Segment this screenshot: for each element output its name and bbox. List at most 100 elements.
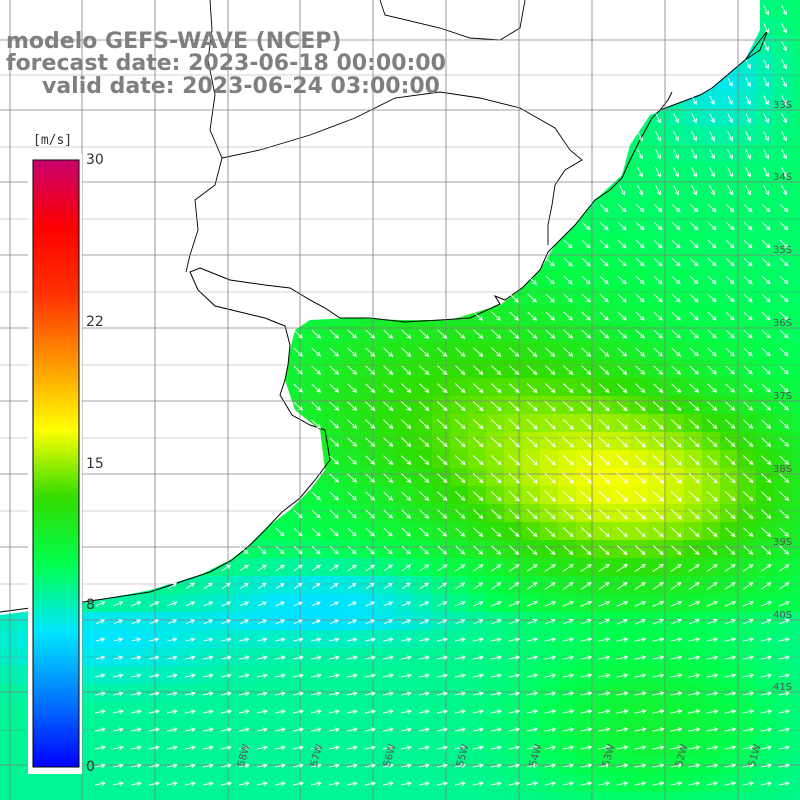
wind-arrow — [655, 113, 661, 124]
wind-arrow — [688, 600, 701, 607]
wind-arrow — [761, 257, 771, 267]
wind-arrow — [473, 582, 484, 590]
wind-arrow — [562, 673, 575, 678]
wind-arrow — [562, 454, 575, 466]
wind-arrow — [311, 655, 322, 660]
wind-arrow — [455, 545, 465, 555]
wind-arrow — [706, 490, 718, 502]
wind-arrow — [688, 454, 700, 466]
wind-arrow — [634, 727, 647, 732]
lat-label: 36S — [773, 318, 793, 329]
wind-arrow — [455, 527, 466, 537]
wind-arrow — [454, 473, 466, 484]
wind-arrow — [293, 365, 303, 375]
colorbar-unit: [m/s] — [33, 133, 73, 148]
wind-arrow — [167, 655, 178, 660]
wind-arrow — [418, 727, 430, 732]
wind-arrow — [490, 454, 502, 466]
wind-arrow — [508, 781, 521, 786]
wind-arrow — [545, 257, 555, 267]
wind-arrow — [473, 329, 484, 339]
colorbar-gradient — [32, 159, 80, 768]
wind-arrow — [202, 709, 214, 714]
wind-arrow — [706, 419, 718, 430]
lat-label: 38S — [773, 464, 793, 475]
wind-arrow — [364, 745, 376, 750]
wind-arrow — [562, 401, 574, 412]
wind-arrow — [365, 564, 376, 572]
wind-arrow — [688, 745, 701, 750]
wind-arrow — [347, 601, 357, 607]
wind-arrow — [473, 347, 484, 357]
wind-arrow — [382, 655, 394, 660]
wind-arrow — [763, 41, 769, 52]
wind-arrow — [490, 491, 502, 502]
wind-arrow — [472, 601, 484, 607]
wind-arrow — [454, 383, 466, 394]
wind-arrow — [760, 473, 772, 484]
wind-arrow — [670, 545, 682, 556]
wind-arrow — [689, 275, 699, 285]
wind-arrow — [293, 582, 303, 589]
wind-arrow — [779, 582, 790, 590]
wind-arrow — [760, 509, 772, 519]
wind-arrow — [724, 455, 736, 466]
wind-arrow — [724, 781, 737, 786]
wind-arrow — [365, 582, 375, 590]
wind-arrow — [709, 149, 715, 160]
wind-arrow — [95, 601, 106, 607]
wind-arrow — [347, 637, 358, 642]
wind-arrow — [689, 239, 699, 249]
wind-arrow — [635, 329, 645, 339]
wind-arrow — [616, 745, 629, 750]
wind-arrow — [509, 545, 520, 555]
wind-arrow — [562, 655, 575, 660]
wind-arrow — [184, 763, 196, 768]
wind-arrow — [562, 745, 575, 750]
wind-arrow — [599, 365, 610, 375]
wind-arrow — [257, 619, 268, 625]
wind-arrow — [184, 781, 196, 786]
wind-arrow — [365, 637, 376, 642]
wind-arrow — [599, 203, 609, 213]
wind-arrow — [238, 691, 250, 696]
wind-arrow — [580, 745, 593, 750]
wind-arrow — [671, 275, 681, 285]
wind-arrow — [526, 781, 539, 786]
wind-arrow — [490, 601, 502, 607]
wind-arrow — [616, 781, 629, 786]
wind-arrow — [383, 637, 394, 642]
wind-arrow — [400, 401, 412, 412]
wind-arrow — [239, 637, 250, 642]
wind-arrow — [707, 401, 718, 411]
wind-arrow — [544, 763, 557, 768]
wind-arrow — [148, 727, 160, 732]
wind-arrow — [275, 527, 285, 537]
wind-arrow — [580, 383, 592, 394]
wind-arrow — [724, 673, 737, 678]
wind-arrow — [670, 454, 682, 466]
wind-arrow — [418, 473, 430, 483]
wind-arrow — [760, 455, 772, 465]
wind-arrow — [185, 673, 196, 678]
wind-arrow — [167, 673, 178, 678]
wind-arrow — [688, 619, 700, 625]
wind-arrow — [112, 781, 124, 786]
wind-arrow — [742, 491, 754, 502]
wind-arrow — [779, 527, 790, 537]
wind-arrow — [652, 472, 665, 484]
wind-arrow — [671, 311, 681, 321]
wind-arrow — [329, 601, 339, 607]
wind-arrow — [239, 601, 250, 607]
wind-arrow — [743, 401, 754, 411]
wind-arrow — [418, 781, 430, 786]
wind-arrow — [760, 673, 773, 678]
wind-arrow — [311, 527, 321, 537]
wind-arrow — [742, 727, 755, 732]
wind-arrow — [745, 113, 751, 124]
wind-arrow — [598, 655, 611, 660]
wind-arrow — [616, 508, 628, 520]
wind-arrow — [508, 383, 520, 394]
wind-arrow — [781, 184, 787, 196]
